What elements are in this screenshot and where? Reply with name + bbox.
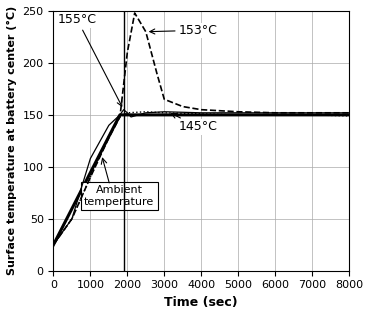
X-axis label: Time (sec): Time (sec)	[164, 296, 238, 309]
Text: 155°C: 155°C	[58, 13, 122, 106]
Text: 153°C: 153°C	[150, 24, 218, 37]
Y-axis label: Surface temperature at battery center (°C): Surface temperature at battery center (°…	[7, 6, 17, 276]
Text: Ambient
temperature: Ambient temperature	[84, 185, 154, 207]
Text: 145°C: 145°C	[172, 113, 218, 133]
